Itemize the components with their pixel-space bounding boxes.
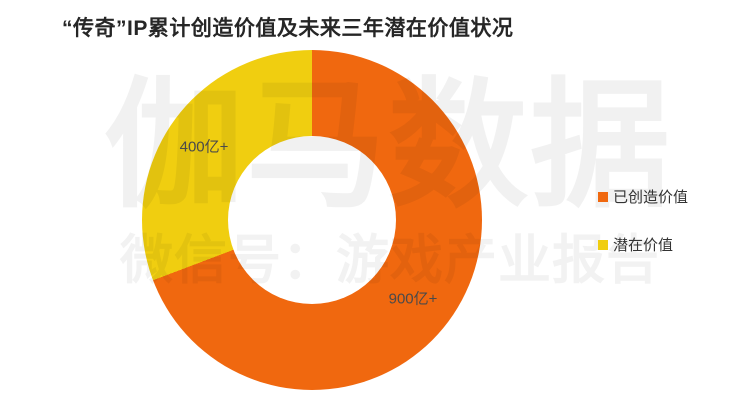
legend-swatch-created-icon xyxy=(598,191,608,202)
legend: 已创造价值 潜在价值 xyxy=(598,188,689,254)
donut-hole xyxy=(228,136,396,304)
slice-label-created-value: 900亿+ xyxy=(388,290,438,308)
legend-item-potential: 潜在价值 xyxy=(598,236,688,254)
legend-label-created: 已创造价值 xyxy=(613,189,689,206)
slice-label-potential-value: 400亿+ xyxy=(179,138,229,156)
legend-item-created: 已创造价值 xyxy=(598,188,689,206)
legend-label-potential: 潜在价值 xyxy=(613,237,674,254)
chart-title: “传奇”IP累计创造价值及未来三年潜在价值状况 xyxy=(62,17,514,40)
legend-swatch-potential-icon xyxy=(598,239,608,250)
